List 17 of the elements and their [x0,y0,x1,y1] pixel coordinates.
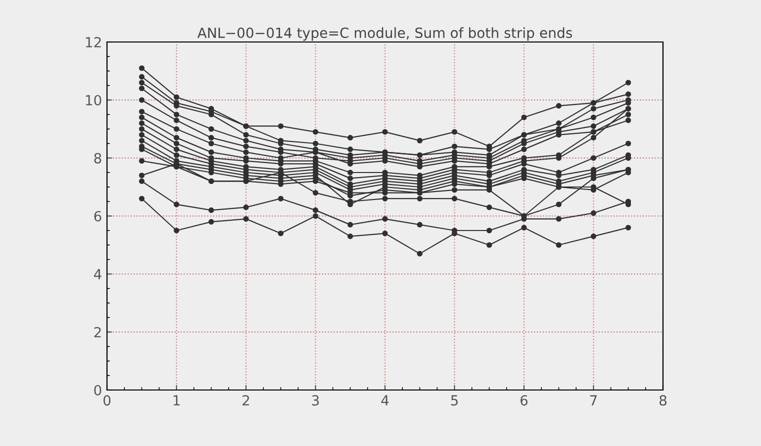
x-tick-label: 8 [660,395,666,406]
y-tick-label: 2 [94,326,101,338]
y-tick-label: 8 [94,152,102,164]
y-tick-label: 10 [86,94,102,106]
y-tick-label: 4 [94,269,102,280]
x-tick-label: 5 [451,395,458,406]
chart-title: ANL−00−014 type=C module, Sum of both strip ends [197,27,572,41]
y-tick-label: 0 [94,384,102,396]
x-tick-label: 3 [312,395,319,406]
x-tick-label: 0 [103,395,110,406]
y-tick-label: 6 [94,210,102,222]
x-tick-label: 7 [590,395,597,406]
y-tick-label: 12 [86,36,101,48]
x-tick-label: 1 [174,395,180,406]
x-tick-label: 4 [381,395,389,406]
x-tick-label: 6 [520,395,528,406]
x-tick-label: 2 [242,395,250,406]
